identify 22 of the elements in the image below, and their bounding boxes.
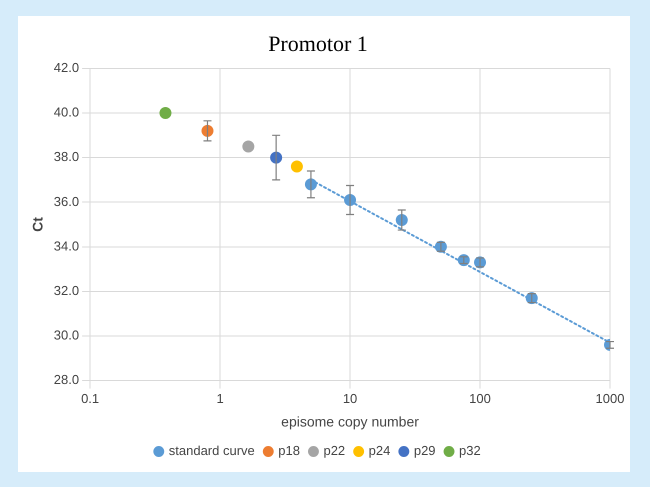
x-tick-label: 1 [216,390,224,406]
y-tick-label: 28.0 [54,372,80,388]
y-axis-title: Ct [29,216,46,232]
y-tick-label: 40.0 [54,104,80,120]
legend-label: standard curve [168,443,255,458]
y-tick-label: 34.0 [54,238,80,254]
legend-label: p22 [323,443,346,458]
y-tick-label: 36.0 [54,194,80,209]
x-tick-label: 0.1 [81,390,100,406]
x-tick-label: 1000 [596,390,624,406]
y-tick-label: 42.0 [54,60,80,75]
y-tick-label: 38.0 [54,149,80,164]
x-tick-label: 10 [342,390,358,406]
legend-label: p29 [414,443,436,458]
x-tick-label: 100 [469,390,491,406]
legend-label: p24 [368,443,390,458]
y-tick-label: 32.0 [54,282,80,298]
y-tick-label: 30.0 [54,328,80,343]
legend-label: p18 [278,443,300,458]
x-axis-title: episome copy number [281,413,420,430]
legend-label: p32 [459,443,481,458]
chart-title: Promotor 1 [268,30,368,56]
